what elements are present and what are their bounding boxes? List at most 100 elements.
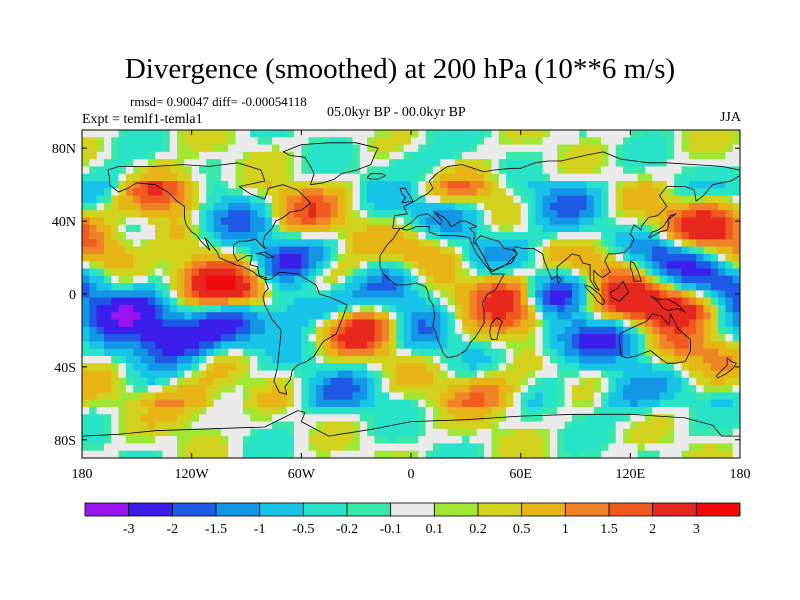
field-cell-3752 <box>535 428 544 437</box>
field-cell-1328 <box>579 232 588 240</box>
field-cell-2822 <box>315 355 324 364</box>
field-cell-1062 <box>608 210 617 219</box>
field-cell-2018 <box>359 290 368 299</box>
field-cell-3787 <box>133 436 142 445</box>
field-cell-2549 <box>294 334 302 342</box>
field-cell-1668 <box>432 261 441 270</box>
field-cell-2809 <box>220 355 229 364</box>
field-cell-3671 <box>601 421 609 430</box>
field-cell-3369 <box>367 399 376 408</box>
field-cell-270 <box>82 151 90 160</box>
field-cell-62 <box>535 130 544 138</box>
field-cell-1646 <box>272 261 280 270</box>
field-cell-2865 <box>630 355 639 364</box>
field-cell-1416 <box>564 239 573 248</box>
field-cell-2982 <box>169 370 178 379</box>
field-cell-2931 <box>454 363 463 372</box>
field-cell-3700 <box>155 428 164 437</box>
field-cell-2308 <box>506 312 514 321</box>
field-cell-1820 <box>228 275 237 284</box>
field-cell-781 <box>527 188 536 197</box>
field-cell-1127 <box>425 217 434 226</box>
field-cell-2867 <box>644 355 653 364</box>
field-cell-1538 <box>140 253 149 262</box>
field-cell-461 <box>162 166 171 175</box>
field-cell-3613 <box>177 421 185 430</box>
field-cell-1566 <box>345 253 354 262</box>
field-cell-74 <box>623 130 631 138</box>
field-cell-1839 <box>367 275 376 284</box>
field-cell-3108 <box>432 377 441 386</box>
field-cell-2076 <box>125 297 134 306</box>
field-cell-2554 <box>330 334 339 342</box>
field-cell-2731 <box>308 348 317 357</box>
field-cell-3413 <box>688 399 697 408</box>
field-cell-1681 <box>527 261 536 270</box>
field-cell-2123 <box>469 297 478 306</box>
field-cell-2906 <box>272 363 280 372</box>
field-cell-3172 <box>242 385 251 393</box>
field-cell-2078 <box>140 297 149 306</box>
field-cell-249 <box>586 144 595 153</box>
field-cell-3237 <box>718 385 726 393</box>
field-cell-3528 <box>213 414 222 423</box>
field-cell-3020 <box>447 370 456 379</box>
field-cell-2240 <box>666 304 675 313</box>
field-cell-1784 <box>623 268 631 277</box>
field-cell-3803 <box>250 436 259 445</box>
field-cell-2733 <box>323 348 332 357</box>
field-cell-1165 <box>703 217 712 226</box>
field-cell-2756 <box>491 348 500 357</box>
field-cell-3364 <box>330 399 339 408</box>
field-cell-3954 <box>696 443 705 452</box>
field-cell-3402 <box>608 399 617 408</box>
field-cell-1440 <box>82 246 90 255</box>
field-cell-1256 <box>710 224 719 233</box>
field-cell-3465 <box>411 406 419 415</box>
field-cell-680 <box>447 181 456 189</box>
field-cell-2771 <box>601 348 609 357</box>
field-cell-3087 <box>279 377 288 386</box>
field-cell-2606 <box>710 334 719 342</box>
field-cell-1999 <box>220 290 229 299</box>
field-cell-3967 <box>133 450 142 458</box>
field-cell-1818 <box>213 275 222 284</box>
field-cell-3126 <box>564 377 573 386</box>
field-cell-387 <box>279 159 288 168</box>
field-cell-2455 <box>264 326 273 335</box>
field-cell-1621 <box>89 261 98 270</box>
field-cell-2277 <box>279 312 288 321</box>
field-cell-1910 <box>228 283 237 291</box>
field-cell-3024 <box>476 370 485 379</box>
field-cell-639 <box>147 181 156 189</box>
field-cell-3958 <box>725 443 734 452</box>
field-cell-1352 <box>96 239 105 248</box>
field-cell-123 <box>323 137 332 146</box>
field-cell-1480 <box>374 246 383 255</box>
field-cell-1781 <box>601 268 609 277</box>
field-cell-683 <box>469 181 478 189</box>
colorbar-label-9: 0.5 <box>513 522 531 537</box>
field-cell-1102 <box>242 217 251 226</box>
field-cell-497 <box>425 166 434 175</box>
colorbar-label-6: -0.1 <box>380 522 402 537</box>
field-cell-3678 <box>652 421 661 430</box>
field-cell-2175 <box>191 304 200 313</box>
field-cell-2031 <box>454 290 463 299</box>
field-cell-163 <box>615 137 624 146</box>
field-cell-3273 <box>323 392 332 401</box>
field-cell-1670 <box>447 261 456 270</box>
field-cell-2429 <box>732 319 740 328</box>
field-cell-1552 <box>242 253 251 262</box>
field-cell-1622 <box>96 261 105 270</box>
field-cell-490 <box>374 166 383 175</box>
field-cell-2059 <box>659 290 668 299</box>
field-cell-1866 <box>564 275 573 284</box>
field-cell-1542 <box>169 253 178 262</box>
field-cell-3479 <box>513 406 522 415</box>
field-cell-637 <box>133 181 142 189</box>
field-cell-1722 <box>169 268 178 277</box>
y-tick-label-2: 0 <box>69 288 76 303</box>
field-cell-3672 <box>608 421 617 430</box>
field-cell-1426 <box>637 239 646 248</box>
